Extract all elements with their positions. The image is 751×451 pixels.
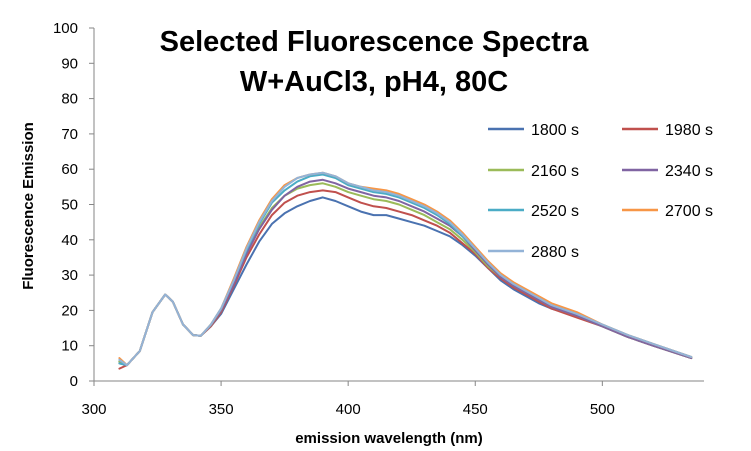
series-line-2160s xyxy=(118,182,693,367)
y-tick-label: 100 xyxy=(53,20,78,37)
y-tick-label: 70 xyxy=(61,126,78,143)
y-tick-label: 40 xyxy=(61,232,78,249)
y-tick-label: 10 xyxy=(61,338,78,355)
x-tick-label: 400 xyxy=(336,401,361,418)
legend-label: 2520 s xyxy=(531,203,579,220)
series-lines xyxy=(118,171,693,370)
chart-title-line-1: Selected Fluorescence Spectra xyxy=(160,26,590,58)
legend-label: 2700 s xyxy=(665,203,713,220)
x-tick-label: 450 xyxy=(463,401,488,418)
y-tick-label: 0 xyxy=(70,373,78,390)
legend-label: 1800 s xyxy=(531,122,579,139)
series-line-1980s xyxy=(118,189,693,370)
y-axis-ticks: 0 10 20 30 40 50 60 70 80 90 100 xyxy=(53,20,94,390)
y-tick-label: 80 xyxy=(61,91,78,108)
series-line-2700s xyxy=(118,171,693,367)
y-tick-label: 50 xyxy=(61,197,78,214)
y-tick-label: 90 xyxy=(61,55,78,72)
legend-label: 1980 s xyxy=(665,122,713,139)
series-line-1800s xyxy=(118,196,693,367)
legend: 1800 s 1980 s 2160 s 2340 s 2520 s 2700 s 2880… xyxy=(488,122,713,261)
chart-title-line-2: W+AuCl3, pH4, 80C xyxy=(240,66,508,98)
x-tick-label: 300 xyxy=(81,401,106,418)
x-axis-label: emission wavelength (nm) xyxy=(295,430,483,447)
legend-label: 2880 s xyxy=(531,244,579,261)
series-line-2880s xyxy=(118,171,693,367)
y-tick-label: 20 xyxy=(61,302,78,319)
x-axis-ticks: 300 350 400 450 500 xyxy=(81,381,615,418)
legend-label: 2340 s xyxy=(665,163,713,180)
legend-label: 2160 s xyxy=(531,163,579,180)
y-tick-label: 60 xyxy=(61,161,78,178)
y-axis-label: Fluorescence Emission xyxy=(20,122,37,290)
x-tick-label: 350 xyxy=(209,401,234,418)
y-tick-label: 30 xyxy=(61,267,78,284)
x-tick-label: 500 xyxy=(590,401,615,418)
